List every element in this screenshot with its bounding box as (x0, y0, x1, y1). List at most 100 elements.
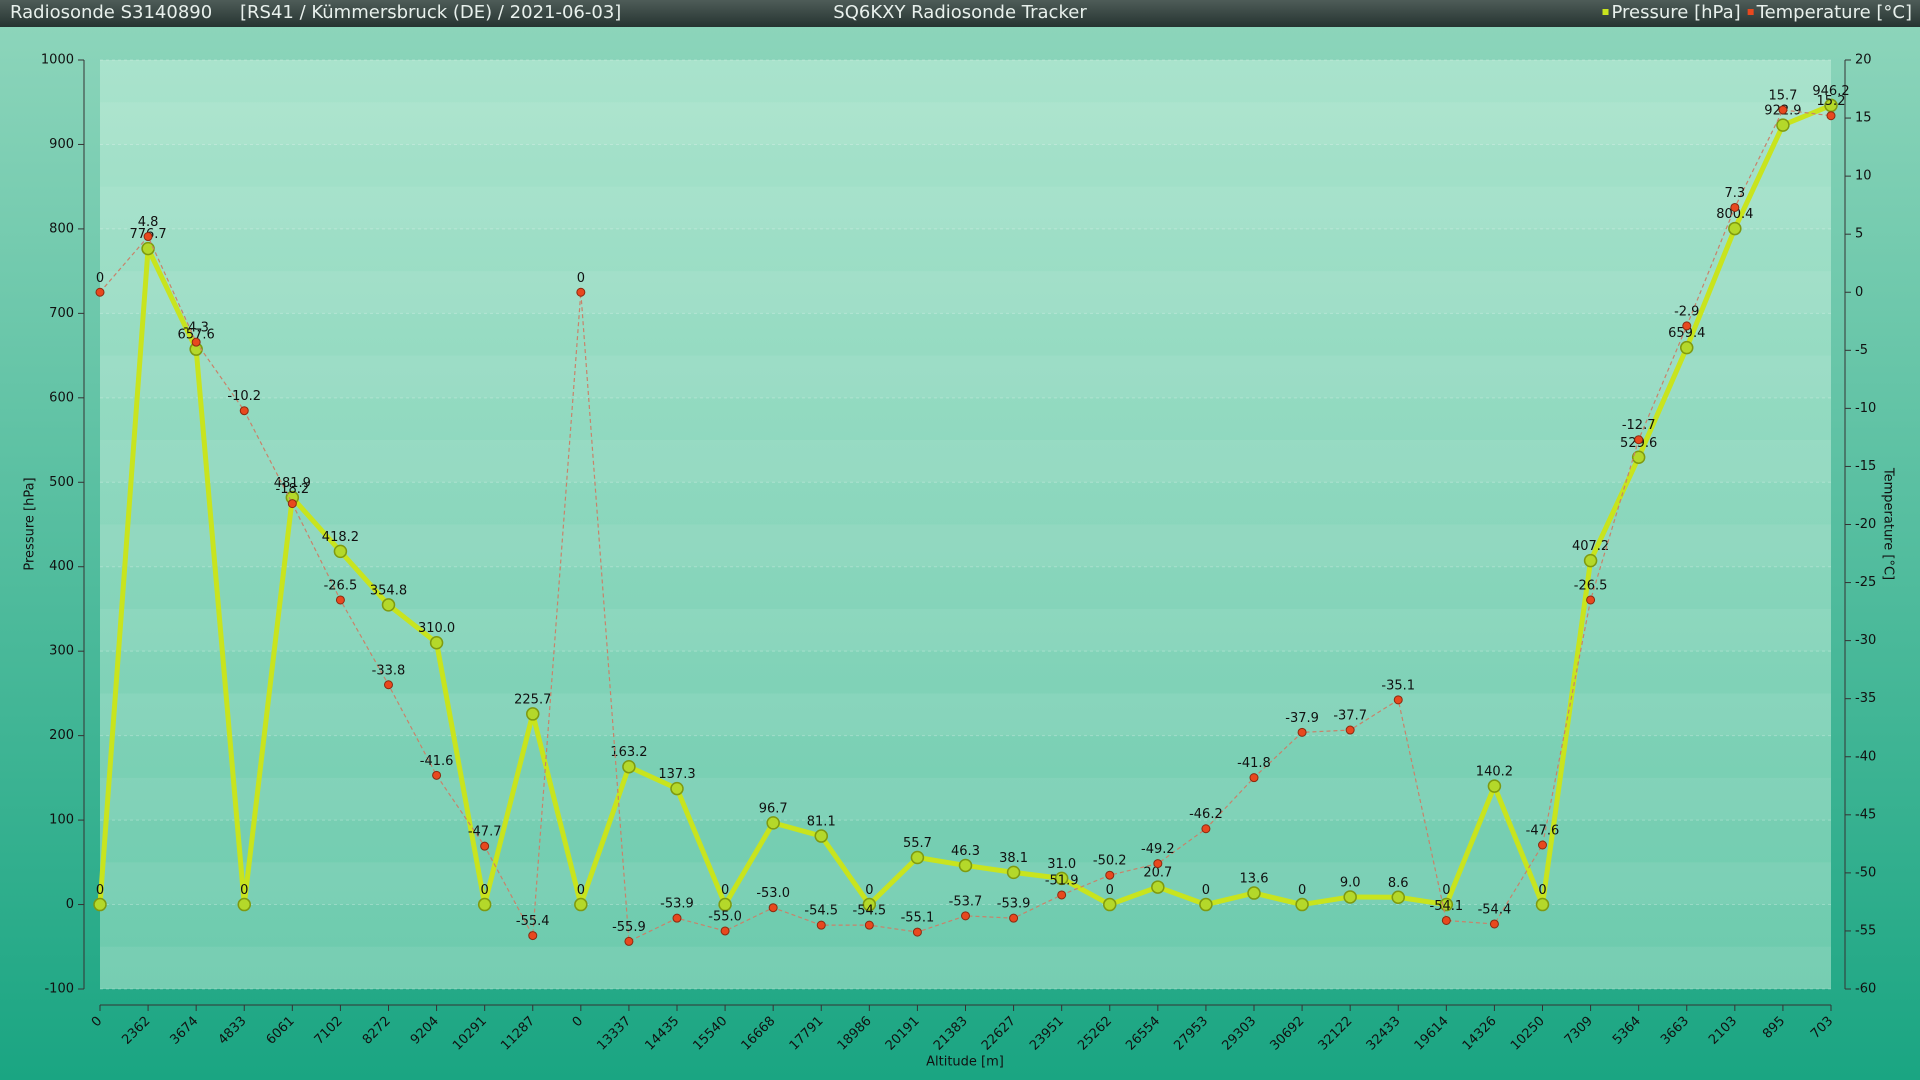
data-label: 96.7 (759, 801, 788, 816)
data-label: 7.3 (1724, 186, 1745, 201)
data-label: -47.6 (1526, 824, 1560, 839)
pressure-point (141, 241, 155, 256)
data-label: -2.9 (1674, 304, 1699, 319)
temperature-point (335, 595, 345, 605)
y-tick-label: 0 (66, 897, 74, 912)
data-label: 354.8 (370, 583, 407, 598)
data-label: 0 (721, 883, 729, 898)
pressure-point (1247, 886, 1261, 900)
band (100, 271, 1831, 314)
y2-tick-label: -25 (1855, 575, 1876, 590)
data-label: 0 (1538, 883, 1546, 898)
data-label: 8.6 (1388, 876, 1409, 891)
data-label: 137.3 (658, 767, 695, 782)
pressure-point (1487, 779, 1502, 793)
temperature-point (961, 911, 970, 921)
y2-tick-label: -50 (1855, 865, 1876, 880)
pressure-point (477, 897, 492, 912)
data-label: 0 (1202, 883, 1210, 898)
y-tick-label: 600 (49, 390, 74, 405)
data-label: 0 (577, 271, 585, 286)
y-tick-label: 900 (49, 137, 74, 152)
pressure-point (1295, 897, 1309, 912)
series: 0776.7657.60481.9418.2354.8310.00225.701… (93, 84, 1850, 912)
legend-label: Pressure [hPa] (1612, 2, 1741, 23)
pressure-point (814, 829, 828, 843)
data-label: 0 (865, 883, 873, 898)
temperature-point (1586, 595, 1596, 605)
pressure-point (1151, 880, 1165, 894)
pressure-point (1631, 450, 1646, 465)
temperature-point (1201, 824, 1211, 834)
data-label: 20.7 (1143, 866, 1172, 881)
data-label: -55.1 (901, 911, 935, 926)
temperature-point (1105, 870, 1115, 880)
data-label: 0 (481, 883, 489, 898)
temperature-point (912, 927, 922, 937)
data-label: 0 (1298, 883, 1306, 898)
data-label: -55.4 (516, 914, 550, 929)
data-label: 81.1 (807, 815, 836, 830)
y2-tick-label: 15 (1855, 111, 1872, 126)
band (100, 186, 1831, 229)
temperature-point (432, 770, 442, 780)
data-label: -54.1 (1430, 899, 1464, 914)
pressure-point (670, 781, 684, 796)
data-label: 0 (96, 883, 104, 898)
y2-tick-label: -45 (1855, 807, 1876, 822)
temperature-point (768, 903, 778, 913)
temperature-point (720, 926, 730, 936)
data-label: -12.7 (1622, 418, 1656, 433)
band (100, 608, 1831, 652)
y-tick-label: 500 (49, 475, 74, 490)
data-label: 481.9 (274, 476, 311, 491)
y-tick-label: 800 (49, 221, 74, 236)
data-label: -18.2 (276, 482, 310, 497)
y2-tick-label: -10 (1855, 401, 1876, 416)
pressure-point (237, 897, 251, 912)
y2-tick-label: 20 (1855, 53, 1872, 68)
data-label: -37.7 (1333, 709, 1367, 724)
data-label: 0 (240, 883, 248, 898)
series: 0 4.8 -4.3 -10.2 -18.2 -26.5 -33.8 -41.6 -47.7 -5… (95, 88, 1845, 946)
y-tick-label: 200 (49, 728, 74, 743)
temperature-point (480, 841, 490, 851)
y-tick-label: 400 (49, 559, 74, 574)
data-label: -55.9 (612, 920, 646, 935)
data-label: 140.2 (1476, 765, 1513, 780)
pressure-point (718, 897, 732, 912)
pressure-point (1583, 553, 1598, 568)
band (100, 693, 1831, 736)
data-label: 0 (577, 883, 585, 898)
data-label: 4.8 (138, 215, 159, 230)
pressure-point (1391, 890, 1405, 905)
data-label: 9.0 (1340, 875, 1361, 890)
temperature-point (1682, 321, 1692, 331)
y-tick-label: 100 (49, 813, 74, 828)
temperature-point (1826, 111, 1836, 121)
legend-swatch (1747, 9, 1754, 15)
pressure-point (381, 598, 396, 612)
temperature-point (624, 936, 634, 946)
data-label: -26.5 (324, 578, 358, 593)
temperature-point (1057, 890, 1067, 900)
pressure-point (429, 635, 444, 650)
temperature-point (1778, 105, 1788, 115)
data-label: 55.7 (903, 836, 932, 851)
data-label: -26.5 (1574, 578, 1608, 593)
pressure-point (862, 897, 877, 912)
temperature-point (95, 287, 105, 297)
data-label: 946.2 (1812, 84, 1849, 99)
y2-tick-label: -15 (1855, 459, 1876, 474)
data-label: -37.9 (1285, 711, 1319, 726)
temperature-point (239, 406, 249, 416)
pressure-point (1006, 865, 1021, 880)
pressure-point (622, 759, 636, 774)
band (100, 440, 1831, 483)
temperature-point (191, 337, 201, 347)
y-tick-label: 700 (49, 306, 74, 321)
data-label: -53.9 (660, 897, 694, 912)
temperature-point (528, 931, 538, 941)
y2-tick-label: 0 (1855, 285, 1863, 300)
pressure-point (1680, 340, 1694, 355)
